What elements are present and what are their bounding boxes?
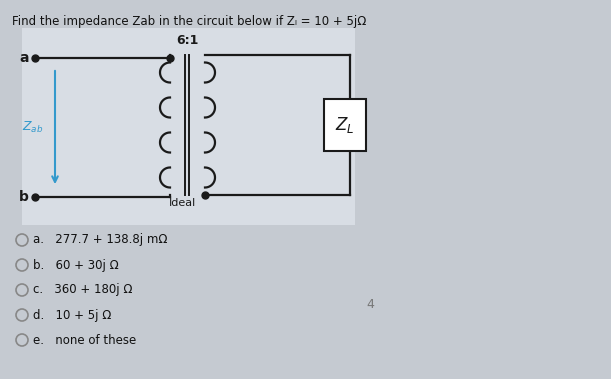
Text: Ideal: Ideal — [169, 198, 196, 208]
Text: d.   10 + 5j Ω: d. 10 + 5j Ω — [33, 309, 111, 321]
Text: b.   60 + 30j Ω: b. 60 + 30j Ω — [33, 258, 119, 271]
Text: $Z_L$: $Z_L$ — [335, 115, 355, 135]
Text: c.   360 + 180j Ω: c. 360 + 180j Ω — [33, 283, 133, 296]
Text: a.   277.7 + 138.8j mΩ: a. 277.7 + 138.8j mΩ — [33, 233, 167, 246]
Text: 6:1: 6:1 — [176, 34, 198, 47]
FancyBboxPatch shape — [22, 28, 355, 225]
Text: b: b — [19, 190, 29, 204]
Text: e.   none of these: e. none of these — [33, 334, 136, 346]
FancyBboxPatch shape — [324, 99, 366, 151]
Text: $Z_{ab}$: $Z_{ab}$ — [21, 120, 43, 135]
Text: 4: 4 — [366, 299, 374, 312]
Text: a: a — [20, 51, 29, 65]
Text: Find the impedance Zab in the circuit below if Zₗ = 10 + 5jΩ: Find the impedance Zab in the circuit be… — [12, 15, 367, 28]
